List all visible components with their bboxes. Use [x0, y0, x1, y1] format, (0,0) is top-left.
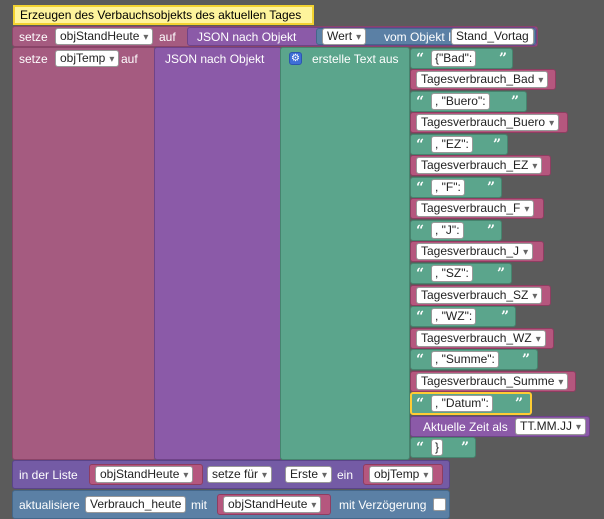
comment-text: Erzeugen des Verbauchsobjekts des aktuel…: [20, 8, 302, 22]
text-item[interactable]: “ , "F": ”: [410, 177, 502, 198]
text-value[interactable]: , "WZ":: [431, 308, 477, 325]
text-item[interactable]: “ } ”: [410, 437, 476, 458]
text-item[interactable]: “ , "WZ": ”: [410, 306, 516, 327]
variable-item[interactable]: Tagesverbrauch_EZ: [410, 155, 551, 176]
variable-dropdown[interactable]: Tagesverbrauch_F: [416, 200, 535, 217]
variable-item[interactable]: Tagesverbrauch_Summe: [410, 371, 576, 392]
in-label: ein: [337, 468, 354, 482]
text-item[interactable]: “ , "EZ": ”: [410, 134, 508, 155]
text-value[interactable]: , "SZ":: [431, 265, 473, 282]
text-value[interactable]: {"Bad":: [431, 50, 477, 67]
text-value[interactable]: , "EZ":: [431, 136, 473, 153]
variable-dropdown[interactable]: Tagesverbrauch_Summe: [416, 373, 569, 390]
value-dropdown[interactable]: Wert: [322, 28, 367, 45]
variable-dropdown[interactable]: objTemp: [369, 466, 434, 483]
text-value[interactable]: , "Summe":: [431, 351, 499, 368]
time-format-dropdown[interactable]: TT.MM.JJ: [515, 418, 587, 435]
list-where-dropdown[interactable]: Erste: [285, 466, 333, 483]
text-value[interactable]: , "Buero":: [431, 93, 490, 110]
text-item[interactable]: “ , "Summe": ”: [410, 349, 538, 370]
json-to-object-block[interactable]: JSON nach Objekt Wert vom Objekt ID Stan…: [187, 27, 537, 46]
variable-dropdown[interactable]: Tagesverbrauch_Buero: [416, 114, 560, 131]
variable-dropdown[interactable]: Tagesverbrauch_Bad: [416, 71, 549, 88]
delay-label: mit Verzögerung: [339, 498, 427, 512]
variable-dropdown[interactable]: objStandHeute: [55, 28, 154, 45]
time-label: Aktuelle Zeit als: [423, 420, 508, 434]
current-time-block[interactable]: Aktuelle Zeit als TT.MM.JJ: [410, 416, 590, 437]
update-state-block[interactable]: aktualisiere Verbrauch_heute mit objStan…: [12, 490, 450, 519]
variable-dropdown[interactable]: objTemp: [55, 50, 120, 67]
variable-item[interactable]: Tagesverbrauch_F: [410, 198, 544, 219]
set-label: setze: [19, 52, 48, 66]
list-mode-dropdown[interactable]: setze für: [207, 466, 273, 483]
to-label: auf: [159, 30, 176, 44]
to-label: auf: [121, 52, 138, 66]
set-variable-block-objTemp[interactable]: setze objTemp auf: [12, 47, 156, 460]
with-label: mit: [191, 498, 207, 512]
list-variable-block[interactable]: objStandHeute: [89, 464, 203, 485]
text-item[interactable]: “ , "Buero": ”: [410, 91, 527, 112]
gear-icon[interactable]: ⚙: [289, 52, 302, 65]
variable-item[interactable]: Tagesverbrauch_J: [410, 241, 544, 262]
variable-dropdown[interactable]: Tagesverbrauch_WZ: [416, 330, 546, 347]
variable-item[interactable]: Tagesverbrauch_Bad: [410, 69, 556, 90]
variable-dropdown[interactable]: objStandHeute: [95, 466, 194, 483]
list-set-block[interactable]: in der Liste objStandHeute setze für Ers…: [12, 460, 450, 489]
variable-dropdown[interactable]: Tagesverbrauch_EZ: [416, 157, 543, 174]
text-value[interactable]: , "J":: [431, 222, 464, 239]
set-label: setze: [19, 30, 48, 44]
variable-item[interactable]: Tagesverbrauch_SZ: [410, 285, 551, 306]
json-label: JSON nach Objekt: [165, 52, 265, 66]
create-text-label: erstelle Text aus: [312, 52, 399, 66]
object-id-field[interactable]: Stand_Vortag: [451, 28, 534, 45]
in-list-label: in der Liste: [19, 468, 78, 482]
text-item[interactable]: “ {"Bad": ”: [410, 48, 513, 69]
text-value[interactable]: , "Datum":: [431, 395, 493, 412]
text-item[interactable]: “ , "SZ": ”: [410, 263, 512, 284]
from-object-label: vom Objekt ID: [384, 30, 461, 44]
value-variable-block[interactable]: objStandHeute: [217, 494, 331, 515]
variable-dropdown[interactable]: objStandHeute: [223, 496, 322, 513]
variable-item[interactable]: Tagesverbrauch_Buero: [410, 112, 568, 133]
get-value-block[interactable]: Wert vom Objekt ID Stand_Vortag: [316, 28, 536, 45]
text-value[interactable]: }: [431, 439, 444, 456]
text-item[interactable]: “ , "J": ”: [410, 220, 502, 241]
item-variable-block[interactable]: objTemp: [363, 464, 443, 485]
update-label: aktualisiere: [19, 498, 80, 512]
delay-checkbox[interactable]: [433, 498, 446, 511]
variable-item[interactable]: Tagesverbrauch_WZ: [410, 328, 554, 349]
target-state-field[interactable]: Verbrauch_heute: [85, 496, 187, 513]
comment-bubble[interactable]: Erzeugen des Verbauchsobjekts des aktuel…: [13, 5, 314, 25]
json-label: JSON nach Objekt: [197, 30, 297, 44]
set-variable-block-objStandHeute[interactable]: setze objStandHeute auf JSON nach Objekt…: [12, 26, 538, 47]
variable-dropdown[interactable]: Tagesverbrauch_J: [416, 243, 534, 260]
text-value[interactable]: , "F":: [431, 179, 465, 196]
json-to-object-block-2[interactable]: JSON nach Objekt: [154, 47, 282, 460]
variable-dropdown[interactable]: Tagesverbrauch_SZ: [416, 287, 543, 304]
text-item-selected[interactable]: “ , "Datum": ”: [410, 392, 532, 415]
create-text-block[interactable]: ⚙ erstelle Text aus: [280, 47, 410, 460]
